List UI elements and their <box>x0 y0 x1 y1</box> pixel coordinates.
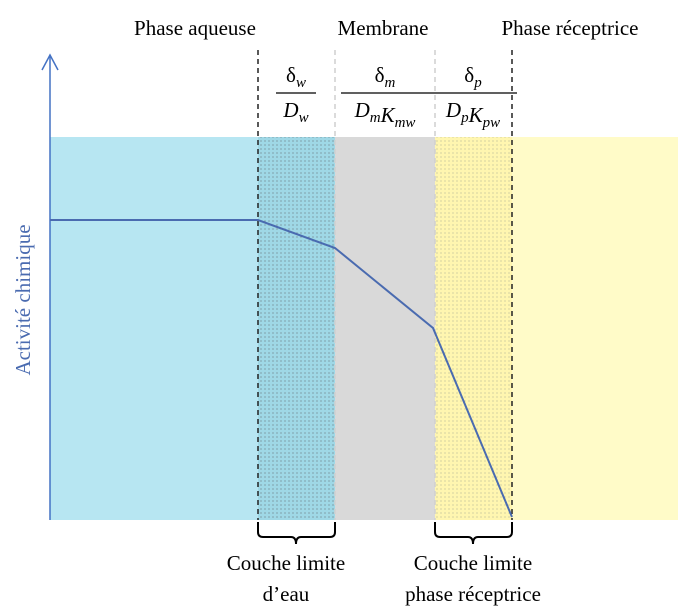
aqueous-phase <box>50 137 258 520</box>
numerator: δp <box>464 63 482 91</box>
layer-label: d’eau <box>263 582 310 606</box>
subscript: m <box>385 75 396 91</box>
region-label: Membrane <box>338 16 429 40</box>
symbol: K <box>468 103 484 127</box>
symbol: K <box>380 103 396 127</box>
symbol: δ <box>464 63 474 87</box>
subscript: m <box>370 110 381 126</box>
region-label: Phase aqueuse <box>134 16 256 40</box>
denominator: DmKmw <box>354 98 416 131</box>
membrane <box>335 137 435 520</box>
symbol: D <box>445 98 461 122</box>
brace <box>434 522 513 545</box>
subscript: p <box>473 75 482 91</box>
symbol: δ <box>286 63 296 87</box>
denominator: Dw <box>282 98 308 126</box>
brace <box>257 522 336 545</box>
symbol: D <box>354 98 370 122</box>
axis-arrow <box>41 53 59 71</box>
symbol: δ <box>375 63 385 87</box>
numerator: δw <box>286 63 306 91</box>
subscript: p <box>460 110 469 126</box>
denominator: DpKpw <box>445 98 500 131</box>
layer-label: Couche limite <box>414 551 532 575</box>
region-label: Phase réceptrice <box>501 16 638 40</box>
subscript: mw <box>395 115 416 131</box>
subscript: w <box>296 75 306 91</box>
layer-label: phase réceptrice <box>405 582 541 606</box>
symbol: D <box>282 98 298 122</box>
receptor-phase <box>512 137 678 520</box>
dots <box>258 137 335 520</box>
subscript: w <box>299 110 309 126</box>
layer-label: Couche limite <box>227 551 345 575</box>
axis-label: Activité chimique <box>11 224 35 375</box>
dots <box>435 137 512 520</box>
subscript: pw <box>482 115 501 131</box>
numerator: δm <box>375 63 396 91</box>
activity-profile <box>50 219 513 518</box>
